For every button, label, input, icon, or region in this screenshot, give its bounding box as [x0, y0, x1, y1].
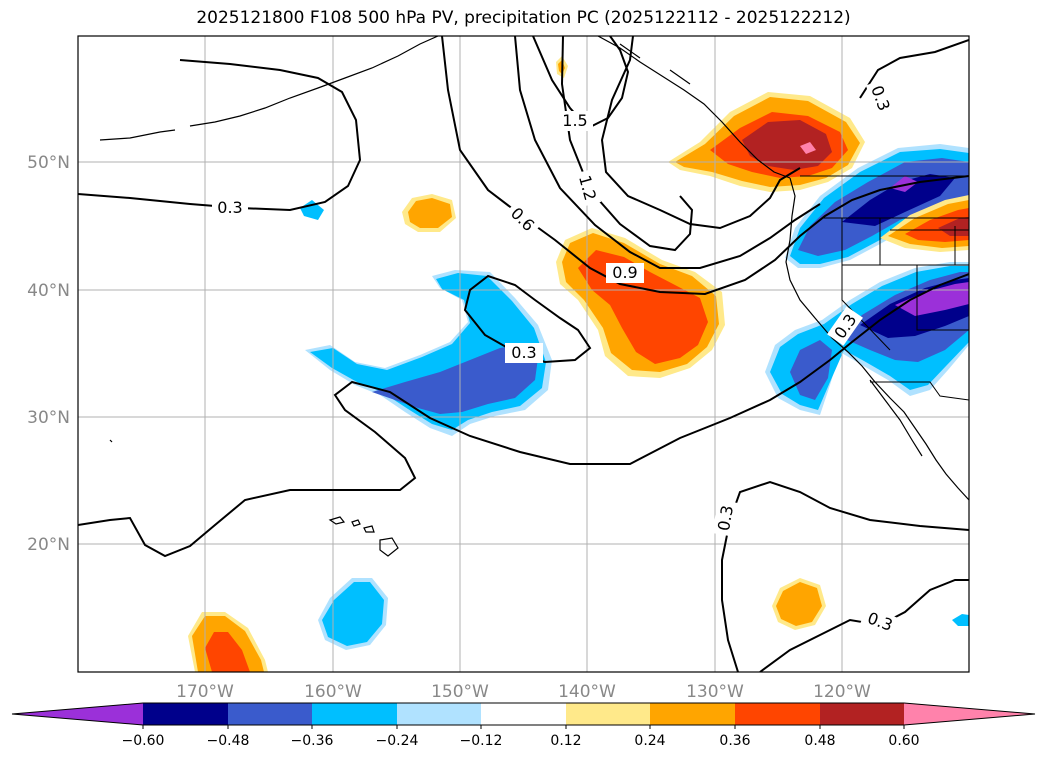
lat-label: 20°N — [27, 535, 70, 555]
lon-label: 150°W — [431, 682, 489, 702]
lat-label: 50°N — [27, 153, 70, 173]
lon-label: 170°W — [176, 682, 234, 702]
pv-label: 0.3 — [714, 504, 737, 532]
coastlines — [99, 36, 969, 557]
colorbar-segment — [650, 703, 735, 725]
colorbar-segment — [481, 703, 566, 725]
colorbar-tick-label: −0.48 — [207, 733, 250, 749]
colorbar-segment — [143, 703, 228, 725]
colorbar-segment — [904, 703, 1035, 725]
colorbar-segment — [397, 703, 481, 725]
pv-label: 0.9 — [612, 263, 637, 282]
colorbar-tick-label: 0.48 — [804, 733, 835, 749]
lat-label: 40°N — [27, 281, 70, 301]
lon-label: 130°W — [686, 682, 744, 702]
lat-label: 30°N — [27, 408, 70, 428]
colorbar-tick-label: 0.60 — [888, 733, 919, 749]
pv-label: 0.3 — [217, 198, 242, 217]
colorbar-segment — [735, 703, 820, 725]
colorbar-tick-label: −0.60 — [122, 733, 165, 749]
colorbar-tick-label: −0.12 — [460, 733, 503, 749]
colorbar-segment — [312, 703, 397, 725]
graticule — [78, 36, 969, 672]
colorbar-tick-label: 0.12 — [550, 733, 581, 749]
lon-label: 120°W — [813, 682, 871, 702]
precip-shading — [188, 56, 969, 672]
colorbar-segment — [820, 703, 904, 725]
political-borders — [800, 175, 969, 401]
colorbar-tick-label: −0.36 — [291, 733, 334, 749]
pv-label: 1.5 — [562, 111, 587, 130]
colorbar-segment — [228, 703, 312, 725]
colorbar-segment — [566, 703, 650, 725]
colorbar: −0.60 −0.48 −0.36 −0.24 −0.12 0.12 0.24 0.36 0.4… — [11, 702, 1036, 749]
lon-label: 140°W — [558, 682, 616, 702]
map-title: 2025121800 F108 500 hPa PV, precipitatio… — [196, 8, 851, 28]
colorbar-tick-label: 0.24 — [634, 733, 665, 749]
colorbar-tick-label: −0.24 — [376, 733, 419, 749]
colorbar-tick-label: 0.36 — [719, 733, 750, 749]
map-frame — [77, 35, 970, 673]
pv-label: 0.3 — [511, 343, 536, 362]
colorbar-segment — [12, 703, 143, 725]
latitude-labels: 50°N 40°N 30°N 20°N — [27, 153, 70, 555]
longitude-labels: 170°W 160°W 150°W 140°W 130°W 120°W — [176, 682, 871, 702]
lon-label: 160°W — [304, 682, 362, 702]
